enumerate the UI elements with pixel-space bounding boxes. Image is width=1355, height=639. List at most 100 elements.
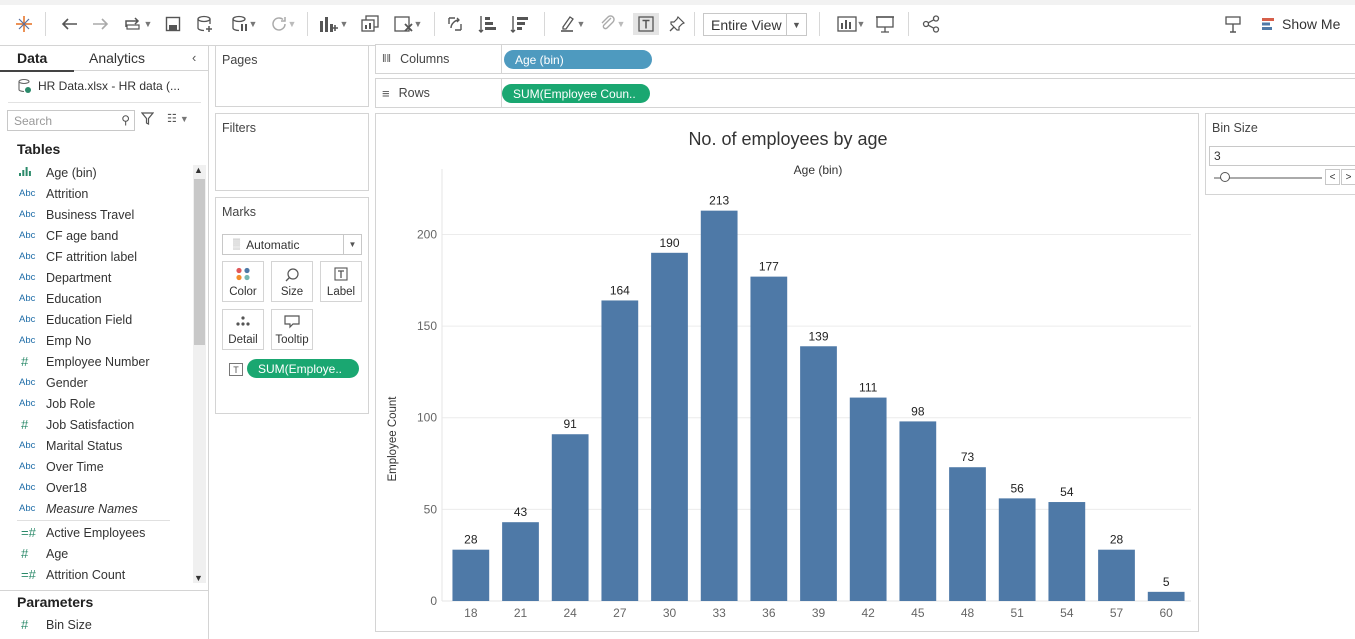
columns-shelf[interactable]: ‖‖ Columns Age (bin) (375, 44, 1355, 74)
search-field[interactable]: Search ⚲ (7, 110, 135, 131)
swap-rows-columns-icon[interactable] (445, 13, 467, 35)
sort-descending-icon[interactable] (509, 13, 531, 35)
bar[interactable] (750, 276, 788, 601)
clear-sheet-icon[interactable]: ▼ (391, 13, 425, 35)
save-icon[interactable] (163, 13, 183, 35)
new-worksheet-caret[interactable]: ▼ (339, 19, 349, 29)
columns-pill-age-bin[interactable]: Age (bin) (504, 50, 652, 69)
field-item[interactable]: Abc CF age band (0, 225, 192, 246)
chart-title: No. of employees by age (688, 129, 888, 149)
mark-type-select[interactable]: ▒ Automatic ▼ (222, 234, 362, 255)
bin-size-slider-track[interactable] (1214, 177, 1322, 179)
rows-pill-employee-count[interactable]: SUM(Employee Coun.. (502, 84, 650, 103)
duplicate-sheet-icon[interactable] (359, 13, 381, 35)
tables-heading: Tables (17, 141, 61, 157)
field-item[interactable]: Abc CF attrition label (0, 246, 192, 267)
bar[interactable] (700, 210, 738, 602)
bin-size-slider-knob[interactable] (1220, 172, 1230, 182)
string-type-icon: Abc (19, 230, 36, 241)
collapse-pane-icon[interactable]: ‹ (192, 50, 197, 65)
bar[interactable] (1048, 502, 1086, 601)
bar[interactable] (949, 467, 986, 601)
rows-shelf[interactable]: ≡ Rows SUM(Employee Coun.. (375, 78, 1355, 108)
field-item[interactable]: # Job Satisfaction (0, 414, 192, 435)
bar[interactable] (651, 252, 688, 601)
bar[interactable] (998, 498, 1036, 601)
bar[interactable] (1098, 549, 1135, 601)
tableau-logo-icon[interactable] (14, 13, 34, 35)
show-mark-labels-icon[interactable] (633, 13, 659, 35)
fit-view-select[interactable]: Entire View ▼ (703, 13, 807, 36)
bar[interactable] (601, 300, 639, 601)
new-worksheet-icon[interactable] (318, 13, 340, 35)
field-item[interactable]: # Age (0, 543, 192, 564)
tab-data[interactable]: Data (17, 50, 48, 66)
fix-axes-pin-icon[interactable] (667, 13, 687, 35)
bar[interactable] (1147, 591, 1185, 601)
field-item[interactable]: Abc Over Time (0, 456, 192, 477)
new-data-source-icon[interactable] (195, 13, 215, 35)
scroll-down-icon[interactable]: ▼ (194, 573, 203, 583)
redo-icon[interactable] (90, 13, 112, 35)
tab-analytics[interactable]: Analytics (89, 50, 146, 66)
data-source-item[interactable]: HR Data.xlsx - HR data (... (18, 78, 180, 94)
bar[interactable] (849, 397, 887, 601)
field-item[interactable]: Abc Department (0, 267, 192, 288)
field-item[interactable]: Abc Business Travel (0, 204, 192, 225)
pause-updates-icon[interactable]: ▼ (226, 13, 262, 35)
field-item[interactable]: Abc Gender (0, 372, 192, 393)
bar[interactable] (452, 549, 490, 601)
show-cards-icon[interactable]: ▼ (834, 13, 868, 35)
field-item[interactable]: =# Active Employees (0, 522, 192, 543)
field-item[interactable]: Abc Measure Names (0, 498, 192, 519)
replay-animation-icon[interactable]: ▼ (120, 13, 156, 35)
chevron-down-icon[interactable]: ▼ (786, 14, 806, 35)
bar[interactable] (899, 421, 937, 601)
field-item[interactable]: =# Attrition Count (0, 564, 192, 585)
field-item[interactable]: Abc Job Role (0, 393, 192, 414)
view-options-icon[interactable]: ☷ ▼ (167, 113, 189, 125)
field-item[interactable]: Abc Attrition (0, 183, 192, 204)
marks-card-title: Marks (222, 205, 257, 219)
bar[interactable] (800, 346, 837, 601)
parameter-item-bin-size[interactable]: # Bin Size (0, 614, 192, 635)
x-tick-label: 51 (1010, 606, 1024, 620)
refresh-icon[interactable]: ▼ (265, 13, 301, 35)
marks-measure-pill[interactable]: SUM(Employe.. (247, 359, 359, 378)
field-item[interactable]: Abc Education Field (0, 309, 192, 330)
undo-icon[interactable] (58, 13, 80, 35)
color-button[interactable]: Color (222, 261, 264, 302)
field-item[interactable]: # Employee Number (0, 351, 192, 372)
presentation-mode-icon[interactable] (874, 13, 896, 35)
bar[interactable] (502, 522, 539, 601)
group-members-icon[interactable]: ▼ (595, 13, 629, 35)
field-item[interactable]: Age (bin) (0, 162, 192, 183)
filters-card[interactable]: Filters (215, 113, 369, 191)
filter-icon[interactable] (140, 112, 155, 128)
bin-size-prev-button[interactable]: < (1325, 169, 1340, 185)
size-button[interactable]: Size (271, 261, 313, 302)
tooltip-format-icon[interactable] (1222, 13, 1244, 35)
field-item[interactable]: Abc Emp No (0, 330, 192, 351)
highlight-icon[interactable]: ▼ (555, 13, 589, 35)
field-item[interactable]: Abc Education (0, 288, 192, 309)
bar[interactable] (551, 434, 589, 601)
field-list-scrollbar[interactable]: ▲ ▼ (193, 165, 206, 583)
label-button[interactable]: Label (320, 261, 362, 302)
tooltip-button[interactable]: Tooltip (271, 309, 313, 350)
bar-value-label: 56 (1010, 481, 1024, 495)
bar-value-label: 139 (808, 329, 828, 343)
scroll-up-icon[interactable]: ▲ (194, 165, 203, 175)
detail-button[interactable]: Detail (222, 309, 264, 350)
scroll-thumb[interactable] (194, 179, 205, 345)
bin-size-input[interactable]: 3 (1209, 146, 1355, 166)
show-me-button[interactable]: Show Me (1262, 13, 1340, 35)
y-tick-label: 150 (417, 319, 437, 333)
share-icon[interactable] (920, 13, 942, 35)
sort-ascending-icon[interactable] (477, 13, 499, 35)
chevron-down-icon[interactable]: ▼ (343, 235, 361, 254)
bin-size-next-button[interactable]: > (1341, 169, 1355, 185)
pages-card[interactable]: Pages (215, 45, 369, 107)
field-item[interactable]: Abc Marital Status (0, 435, 192, 456)
field-item[interactable]: Abc Over18 (0, 477, 192, 498)
